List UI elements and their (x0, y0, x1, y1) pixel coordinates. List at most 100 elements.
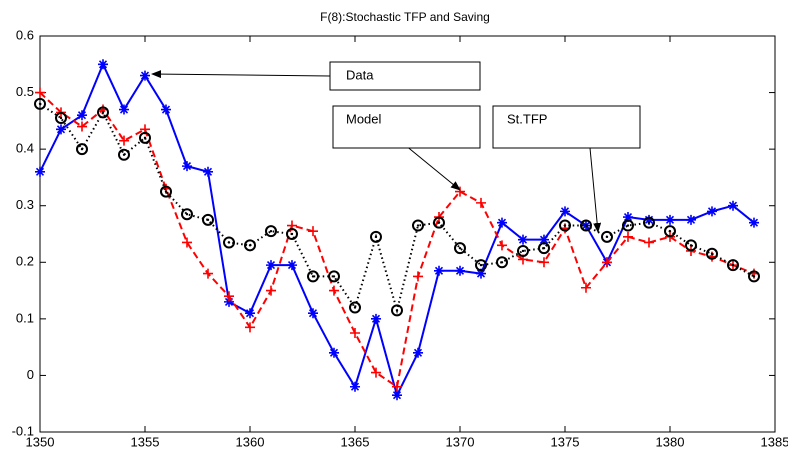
marker (308, 308, 318, 319)
x-tick-label: 1355 (131, 434, 160, 449)
marker (35, 87, 45, 98)
marker (538, 242, 550, 255)
marker (643, 216, 655, 229)
marker (202, 213, 214, 226)
marker (140, 70, 150, 81)
marker (496, 256, 508, 269)
marker (76, 143, 88, 156)
marker (728, 200, 738, 211)
marker (266, 285, 276, 296)
marker-dot (752, 275, 756, 278)
marker (350, 381, 360, 392)
marker (98, 59, 108, 70)
marker-dot (710, 252, 714, 255)
marker (560, 206, 570, 217)
marker (328, 270, 340, 283)
marker (161, 104, 171, 115)
annotation-box (492, 105, 641, 149)
marker-dot (143, 136, 147, 140)
marker-dot (38, 102, 42, 106)
marker (622, 219, 634, 232)
marker (664, 225, 676, 238)
marker-dot (185, 213, 189, 216)
x-tick-label: 1380 (656, 434, 685, 449)
marker (644, 237, 654, 248)
marker (580, 219, 592, 232)
marker (517, 244, 529, 257)
marker (539, 234, 549, 245)
marker (497, 217, 507, 228)
marker (182, 237, 192, 248)
chart-title: F(8):Stochastic TFP and Saving (320, 10, 490, 24)
marker (245, 308, 255, 319)
marker (518, 234, 528, 245)
x-tick-label: 1375 (551, 434, 580, 449)
marker (287, 260, 297, 271)
marker (434, 265, 444, 276)
marker (602, 257, 612, 268)
marker (497, 240, 507, 251)
y-tick-label: 0.3 (16, 197, 34, 212)
marker (329, 285, 339, 296)
marker-dot (353, 306, 357, 309)
y-tick-label: -0.1 (12, 423, 34, 438)
x-tick-label: 1370 (446, 434, 475, 449)
marker-dot (416, 224, 420, 227)
marker (476, 197, 486, 208)
x-tick-label: 1365 (341, 434, 370, 449)
marker (203, 268, 213, 279)
marker-dot (374, 235, 378, 239)
marker (455, 265, 465, 276)
marker (623, 231, 633, 242)
marker (749, 217, 759, 228)
marker-dot (584, 224, 588, 227)
marker-dot (437, 221, 441, 224)
y-tick-label: 0 (27, 367, 34, 382)
marker (34, 97, 46, 110)
marker-dot (542, 246, 546, 250)
marker (118, 148, 130, 161)
marker (559, 219, 571, 232)
marker (413, 347, 423, 358)
marker-dot (80, 147, 84, 151)
marker-dot (479, 263, 483, 267)
marker-dot (248, 244, 252, 247)
x-tick-label: 1350 (26, 434, 55, 449)
annotation-text: St.TFP (507, 111, 547, 126)
marker (412, 219, 424, 232)
marker (350, 328, 360, 338)
marker (539, 257, 549, 268)
marker (266, 260, 276, 271)
marker-dot (521, 249, 525, 253)
marker-dot (731, 263, 735, 267)
annotations: Data Model St.TFP (151, 61, 641, 233)
marker (685, 239, 697, 252)
marker (77, 110, 87, 121)
marker (308, 226, 318, 237)
y-tick-label: 0.2 (16, 254, 34, 269)
marker (392, 390, 402, 401)
marker-dot (101, 111, 105, 114)
marker (371, 367, 381, 378)
marker-dot (269, 229, 273, 233)
marker (223, 236, 235, 249)
marker (77, 121, 87, 132)
arrow (404, 144, 461, 191)
marker (623, 212, 633, 223)
marker (727, 259, 739, 272)
annotation-text: Data (346, 67, 374, 82)
marker-dot (458, 246, 462, 250)
marker (307, 270, 319, 283)
marker-dot (206, 218, 210, 222)
marker-dot (290, 232, 294, 236)
marker (748, 270, 760, 283)
marker-dot (563, 224, 567, 227)
annotation-box (329, 61, 481, 91)
marker-dot (647, 221, 651, 224)
marker-dot (227, 241, 231, 244)
marker (244, 239, 256, 252)
marker (686, 214, 696, 225)
y-tick-label: 0.6 (16, 27, 34, 42)
marker (665, 214, 675, 225)
marker (454, 242, 466, 255)
